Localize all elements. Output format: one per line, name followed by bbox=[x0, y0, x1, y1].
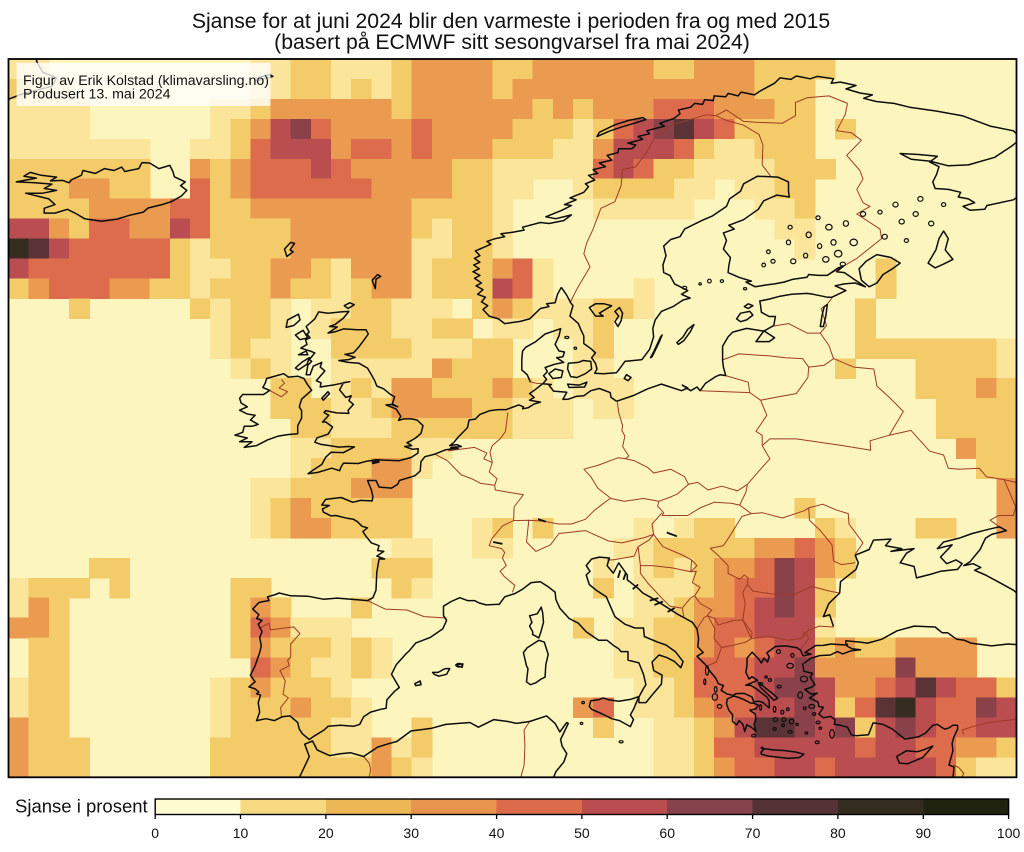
svg-text:Sjanse for at juni 2024 blir d: Sjanse for at juni 2024 blir den varmest… bbox=[192, 10, 830, 33]
svg-text:60: 60 bbox=[659, 825, 675, 841]
svg-text:70: 70 bbox=[745, 825, 761, 841]
svg-text:80: 80 bbox=[830, 825, 846, 841]
svg-text:30: 30 bbox=[403, 825, 419, 841]
svg-text:0: 0 bbox=[151, 825, 159, 841]
svg-text:10: 10 bbox=[233, 825, 249, 841]
svg-text:Produsert 13. mai 2024: Produsert 13. mai 2024 bbox=[23, 87, 171, 103]
svg-text:50: 50 bbox=[574, 825, 590, 841]
svg-text:Figur av Erik Kolstad (klimava: Figur av Erik Kolstad (klimavarsling.no) bbox=[23, 73, 269, 89]
svg-text:Sjanse i prosent: Sjanse i prosent bbox=[15, 796, 148, 817]
svg-text:90: 90 bbox=[916, 825, 932, 841]
svg-text:40: 40 bbox=[489, 825, 505, 841]
svg-text:100: 100 bbox=[997, 825, 1021, 841]
svg-text:(basert på ECMWF sitt sesongva: (basert på ECMWF sitt sesongvarsel fra m… bbox=[274, 31, 750, 54]
svg-text:20: 20 bbox=[318, 825, 334, 841]
